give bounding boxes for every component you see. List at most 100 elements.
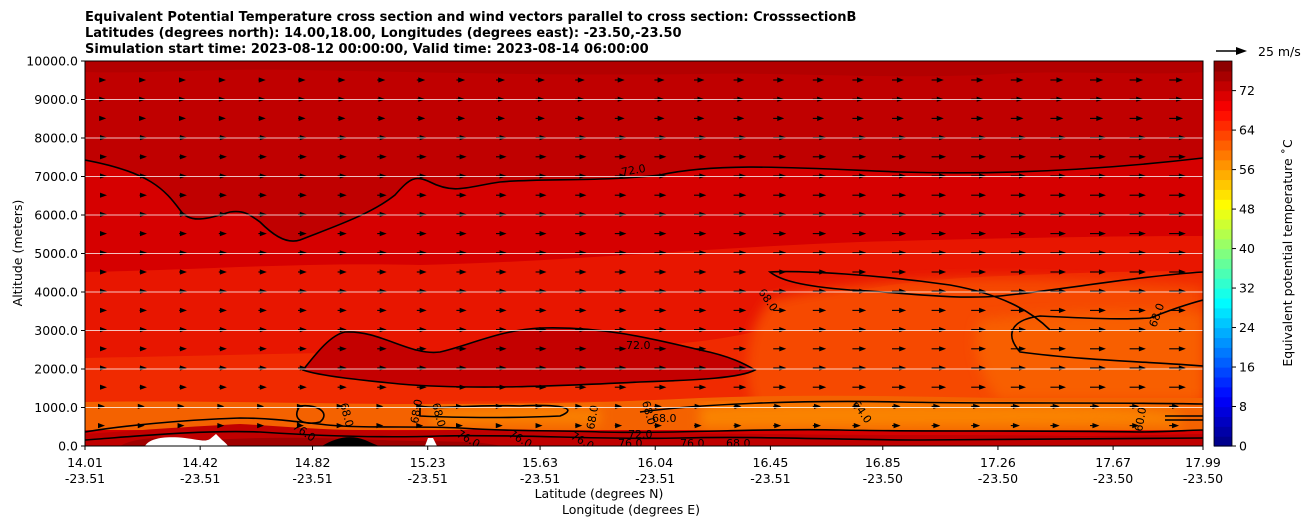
wind-vector bbox=[852, 269, 867, 275]
wind-vector bbox=[456, 384, 467, 390]
y-tick-label: 3000.0 bbox=[34, 323, 78, 338]
wind-vector bbox=[218, 115, 226, 121]
x-tick-label-lat: 15.63 bbox=[522, 455, 558, 470]
wind-vector bbox=[852, 384, 867, 390]
colorbar-segment bbox=[1214, 90, 1232, 102]
wind-vector bbox=[139, 211, 147, 217]
y-tick-label: 10000.0 bbox=[26, 54, 78, 69]
colorbar-tick-label: 48 bbox=[1239, 202, 1255, 217]
wind-vector bbox=[535, 211, 547, 217]
wind-vector bbox=[139, 250, 147, 256]
colorbar-segment bbox=[1214, 436, 1232, 447]
wind-vector bbox=[139, 346, 147, 352]
x-tick-label-lon: -23.50 bbox=[1183, 471, 1223, 486]
wind-vector bbox=[376, 423, 384, 429]
x-axis-label-longitude: Longitude (degrees E) bbox=[562, 502, 700, 517]
colorbar-segment bbox=[1214, 258, 1232, 269]
wind-vector bbox=[931, 307, 947, 313]
wind-vector bbox=[1010, 307, 1027, 313]
contour-surface-2 bbox=[599, 428, 1203, 434]
x-tick-label-lon: -23.51 bbox=[750, 471, 790, 486]
wind-vector bbox=[575, 423, 583, 429]
wind-vector bbox=[416, 211, 427, 217]
y-axis-label: Altitude (meters) bbox=[10, 200, 25, 307]
wind-vector bbox=[496, 77, 506, 83]
wind-vector bbox=[100, 211, 107, 217]
wind-vector bbox=[218, 250, 227, 256]
wind-vector bbox=[694, 423, 702, 429]
wind-vector bbox=[258, 192, 267, 198]
wind-vector bbox=[456, 423, 464, 429]
colorbar-frame bbox=[1213, 60, 1233, 447]
wind-vector bbox=[931, 115, 944, 121]
wind-vector bbox=[1010, 231, 1027, 237]
quiver-key-label: 25 m/s bbox=[1258, 44, 1301, 59]
colorbar-segment bbox=[1214, 347, 1232, 358]
wind-vector bbox=[733, 384, 747, 390]
wind-vector bbox=[733, 211, 747, 217]
x-tick-label-lat: 16.45 bbox=[753, 455, 789, 470]
x-tick-label-lat: 17.99 bbox=[1185, 455, 1221, 470]
wind-vector bbox=[1050, 115, 1064, 121]
wind-vector bbox=[733, 250, 747, 256]
wind-vector bbox=[298, 211, 307, 217]
wind-vector bbox=[614, 192, 627, 198]
wind-vector bbox=[575, 77, 585, 83]
wind-vector bbox=[456, 115, 466, 121]
wind-vector bbox=[931, 231, 947, 237]
wind-vector bbox=[931, 192, 947, 198]
wind-vector bbox=[971, 250, 987, 256]
wind-vector bbox=[1090, 192, 1106, 198]
wind-vector bbox=[892, 115, 904, 121]
colorbar-segment bbox=[1214, 426, 1232, 437]
wind-vector bbox=[812, 346, 827, 352]
y-tick-label: 1000.0 bbox=[34, 400, 78, 415]
colorbar-segment bbox=[1214, 199, 1232, 210]
wind-vector bbox=[496, 211, 507, 217]
wind-vector bbox=[298, 154, 307, 160]
wind-vector bbox=[654, 250, 667, 256]
wind-vector bbox=[773, 77, 785, 83]
wind-vector bbox=[535, 346, 547, 352]
x-tick-label-lat: 14.82 bbox=[295, 455, 331, 470]
wind-vector bbox=[416, 384, 427, 390]
wind-vector bbox=[812, 77, 825, 83]
wind-vector bbox=[456, 211, 467, 217]
contour-60 bbox=[1165, 415, 1203, 421]
wind-vector bbox=[535, 269, 547, 275]
wind-vector bbox=[179, 384, 187, 390]
colorbar-segment bbox=[1214, 268, 1232, 279]
chart-title-line-1: Equivalent Potential Temperature cross s… bbox=[85, 10, 856, 25]
contour-72-upper bbox=[85, 157, 1203, 242]
wind-vector bbox=[812, 192, 827, 198]
colorbar: 0 8 16 24 32 40 48 56 64 72 bbox=[1213, 60, 1255, 454]
wind-vector bbox=[654, 211, 667, 217]
wind-vector bbox=[694, 154, 707, 160]
wind-vector bbox=[535, 384, 547, 390]
wind-vector bbox=[298, 250, 307, 256]
wind-vector bbox=[1129, 423, 1140, 429]
colorbar-segment bbox=[1214, 159, 1232, 171]
wind-vector bbox=[852, 231, 867, 237]
wind-vector bbox=[100, 192, 107, 198]
wind-vector bbox=[892, 192, 907, 198]
wind-vector bbox=[614, 307, 627, 313]
wind-vector bbox=[377, 211, 387, 217]
wind-vector bbox=[456, 307, 467, 313]
wind-vector bbox=[496, 231, 507, 237]
wind-vector bbox=[218, 192, 227, 198]
wind-vector bbox=[218, 154, 227, 160]
wind-vector bbox=[100, 269, 107, 275]
colorbar-segment bbox=[1214, 357, 1232, 368]
wind-vector bbox=[773, 115, 785, 121]
gridlines bbox=[85, 99, 1203, 408]
wind-vector bbox=[892, 154, 907, 160]
wind-vector bbox=[337, 307, 347, 313]
wind-vector bbox=[1050, 231, 1066, 237]
wind-vector bbox=[852, 307, 867, 313]
wind-vector bbox=[1129, 346, 1146, 352]
wind-vector bbox=[1090, 211, 1106, 217]
x-tick-label-lon: -23.51 bbox=[635, 471, 675, 486]
wind-vector bbox=[535, 423, 543, 429]
